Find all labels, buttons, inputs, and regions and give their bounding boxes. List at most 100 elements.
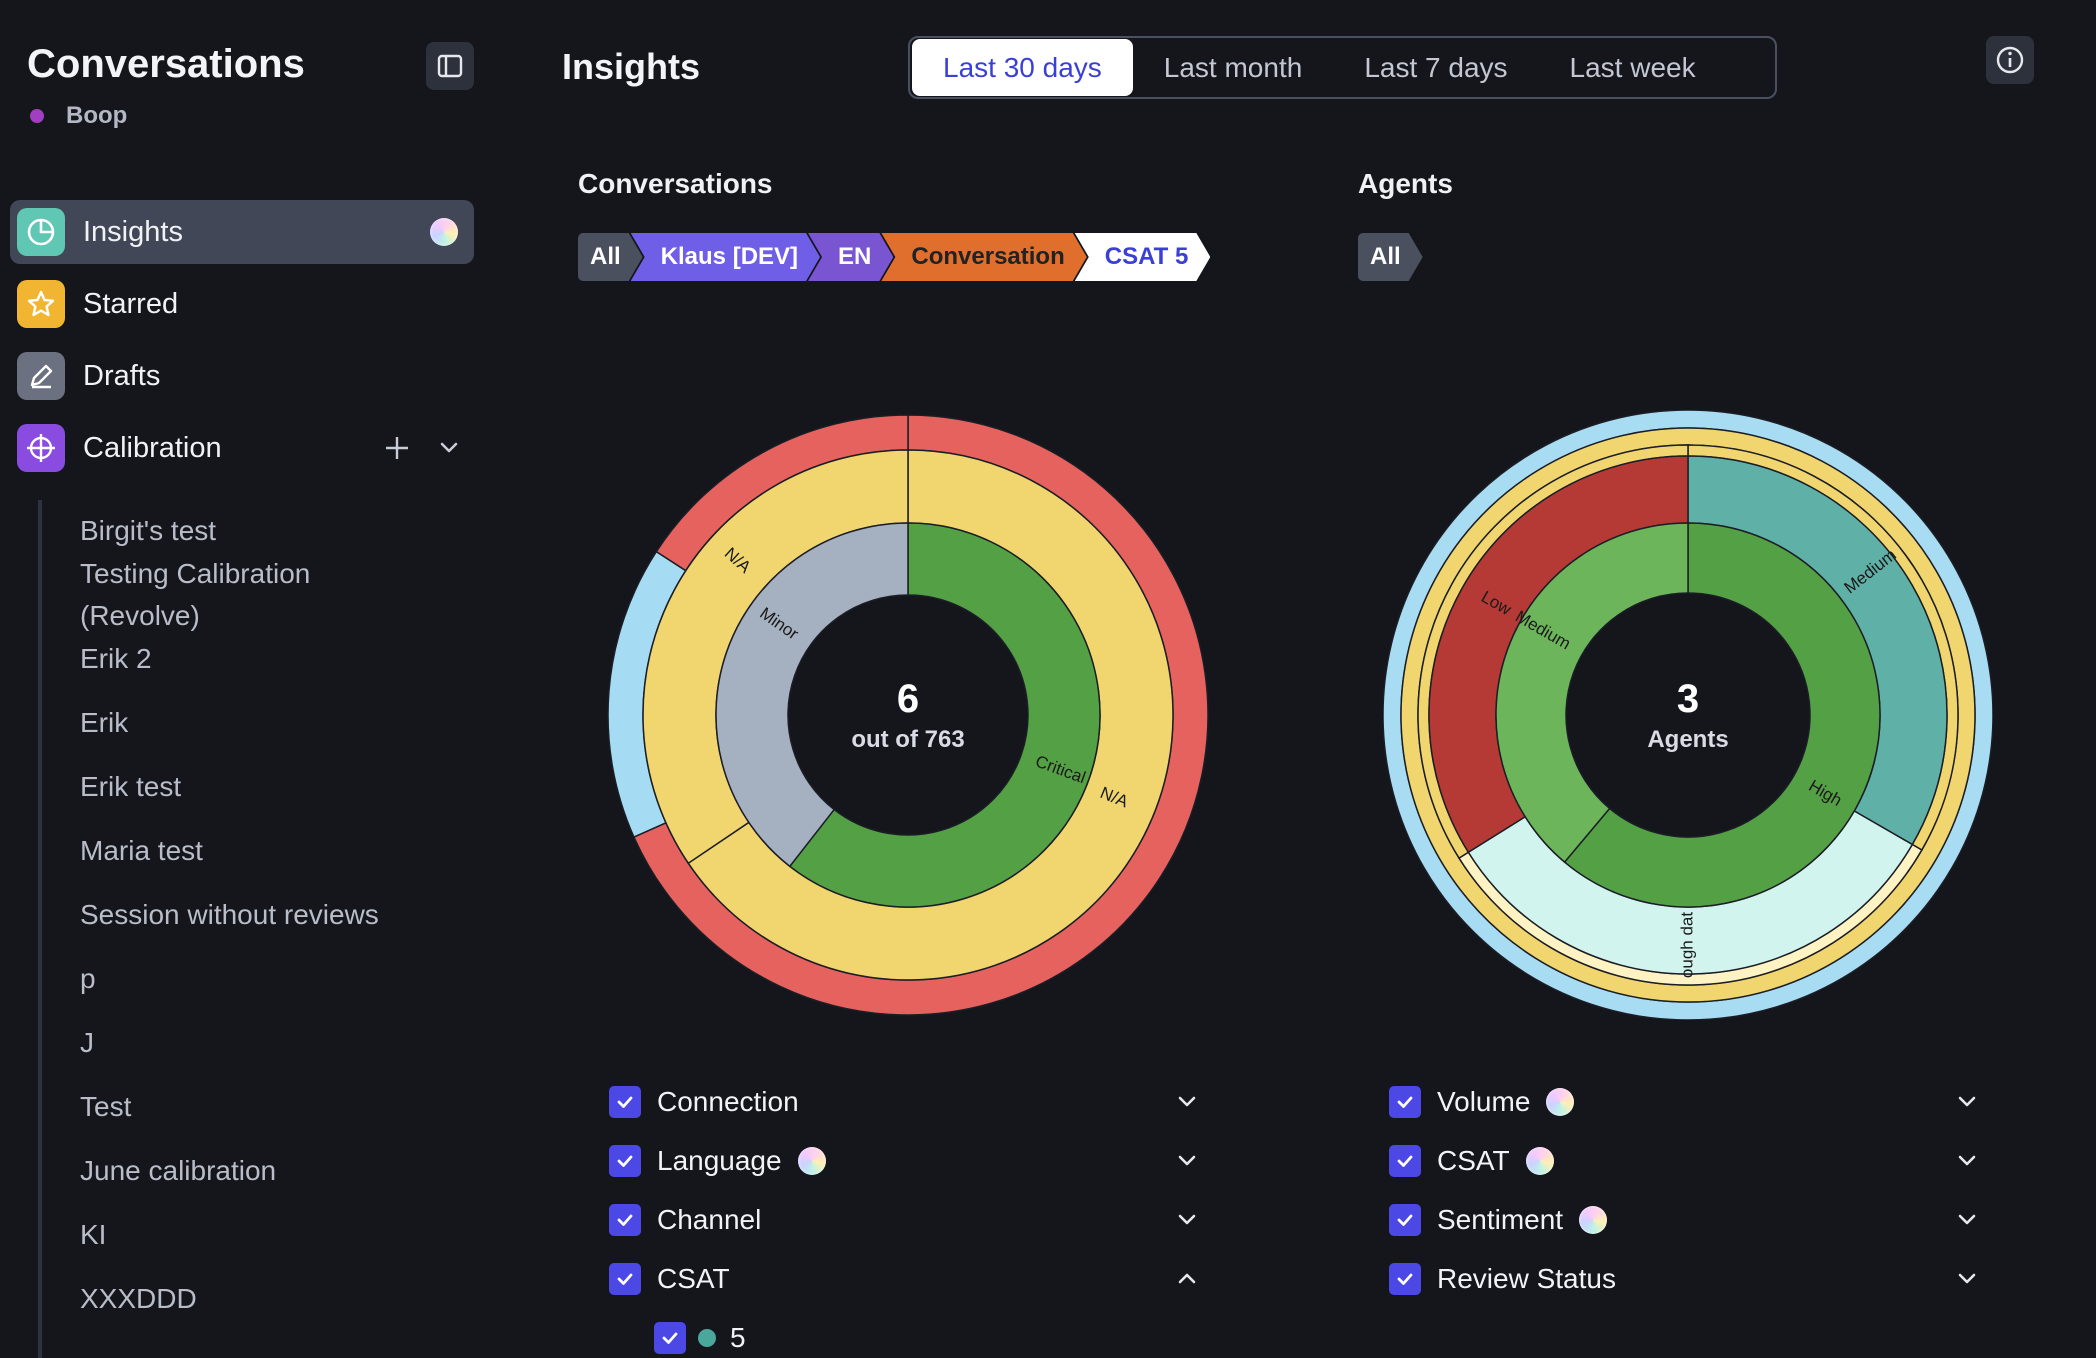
collapse-sidebar-button[interactable]: [426, 42, 474, 90]
filter-label: CSAT: [1437, 1145, 1510, 1176]
conversations-sunburst-chart: N/A Minor Critical N/A 6 out of 763: [603, 410, 1213, 1020]
filter-label: Volume: [1437, 1086, 1531, 1117]
calibration-session-item[interactable]: Erik test: [80, 771, 182, 802]
calibration-session-item[interactable]: Test: [80, 1091, 132, 1122]
calibration-session-item[interactable]: Session without reviews: [80, 899, 379, 930]
app-title: Conversations: [27, 42, 305, 86]
add-session-plus-icon[interactable]: [382, 433, 412, 463]
filter-review-status[interactable]: Review Status: [1389, 1259, 1616, 1299]
sidebar-item-label: Calibration: [83, 431, 222, 464]
checkbox-checked-icon[interactable]: [1389, 1263, 1421, 1295]
filter-csat[interactable]: CSAT: [1389, 1141, 1554, 1181]
filter-csat-option-5[interactable]: 5: [654, 1318, 746, 1358]
new-feature-dot-icon: [430, 218, 458, 246]
workspace-name: Boop: [66, 102, 128, 129]
chevron-down-icon[interactable]: [1952, 1205, 1982, 1235]
calibration-session-item[interactable]: Erik: [80, 707, 129, 738]
chevron-down-icon[interactable]: [1952, 1264, 1982, 1294]
filter-sentiment[interactable]: Sentiment: [1389, 1200, 1608, 1240]
calibration-session-item[interactable]: XXXDDD: [80, 1283, 197, 1314]
sidebar-item-label: Drafts: [83, 359, 161, 392]
conversations-ring-2-segment-0[interactable]: [788, 522, 1101, 908]
agents-sunburst-chart: Low Medium Medium High ough dat 3 Agents: [1383, 410, 1993, 1020]
sidebar-item-calibration[interactable]: Calibration: [10, 416, 474, 480]
calibration-session-item[interactable]: J: [80, 1027, 94, 1058]
sidebar-item-drafts[interactable]: Drafts: [10, 344, 474, 408]
crumb-all[interactable]: All: [1358, 233, 1423, 281]
calibration-session-item[interactable]: Birgit's test: [80, 515, 217, 546]
chevron-down-icon[interactable]: [1952, 1087, 1982, 1117]
checkbox-checked-icon[interactable]: [609, 1263, 641, 1295]
sidebar: Conversations Boop Insights Starred Draf…: [0, 0, 490, 1358]
pie-chart-icon: [17, 208, 65, 256]
checkbox-checked-icon[interactable]: [609, 1145, 641, 1177]
filter-csat[interactable]: CSAT: [609, 1259, 730, 1299]
page-title: Insights: [562, 46, 701, 87]
crumb-all[interactable]: All: [578, 233, 643, 281]
filter-label: Connection: [657, 1086, 799, 1117]
star-icon: [17, 280, 65, 328]
conversations-ring-2-segment-1[interactable]: [715, 522, 909, 868]
ai-feature-dot-icon: [1546, 1088, 1575, 1116]
agents-ring-4-segment-1[interactable]: [1495, 522, 1689, 864]
calibration-session-item[interactable]: Testing Calibration: [80, 558, 311, 589]
sidebar-item-label: Starred: [83, 287, 179, 320]
crumb-conversation[interactable]: Conversation: [881, 233, 1086, 281]
filter-label: Review Status: [1437, 1263, 1616, 1294]
crumb-en[interactable]: EN: [808, 233, 893, 281]
agents-section-title: Agents: [1358, 168, 1453, 199]
checkbox-checked-icon[interactable]: [609, 1204, 641, 1236]
range-last-30-days[interactable]: Last 30 days: [912, 39, 1133, 96]
checkbox-checked-icon[interactable]: [1389, 1086, 1421, 1118]
workspace-indicator[interactable]: Boop: [30, 102, 127, 130]
conversations-breadcrumb: All Klaus [DEV] EN Conversation CSAT 5: [578, 233, 1198, 281]
csat-color-dot-icon: [698, 1329, 716, 1347]
date-range-selector: Last 30 days Last month Last 7 days Last…: [908, 36, 1777, 99]
calibration-session-item[interactable]: Erik 2: [80, 643, 152, 674]
info-icon: [1996, 46, 2024, 74]
chevron-up-icon[interactable]: [1172, 1264, 1202, 1294]
filter-label: CSAT: [657, 1263, 730, 1294]
pencil-icon: [17, 352, 65, 400]
agents-breadcrumb: All: [1358, 233, 1411, 281]
checkbox-checked-icon[interactable]: [1389, 1145, 1421, 1177]
chevron-down-icon[interactable]: [1172, 1205, 1202, 1235]
sidebar-toggle-icon: [437, 54, 463, 78]
filter-label: Language: [657, 1145, 782, 1176]
range-last-7-days[interactable]: Last 7 days: [1364, 51, 1508, 83]
filter-volume[interactable]: Volume: [1389, 1082, 1575, 1122]
range-last-week[interactable]: Last week: [1569, 51, 1696, 83]
filter-language[interactable]: Language: [609, 1141, 826, 1181]
chevron-down-icon[interactable]: [434, 433, 464, 463]
checkbox-checked-icon[interactable]: [654, 1322, 686, 1354]
checkbox-checked-icon[interactable]: [1389, 1204, 1421, 1236]
chevron-down-icon[interactable]: [1952, 1146, 1982, 1176]
filter-connection[interactable]: Connection: [609, 1082, 799, 1122]
filter-label: Channel: [657, 1204, 762, 1235]
calibration-session-item[interactable]: p: [80, 963, 96, 994]
sidebar-item-starred[interactable]: Starred: [10, 272, 474, 336]
filter-label: Sentiment: [1437, 1204, 1564, 1235]
chevron-down-icon[interactable]: [1172, 1087, 1202, 1117]
info-button[interactable]: [1986, 36, 2034, 84]
calibration-session-item[interactable]: Maria test: [80, 835, 203, 866]
range-last-month[interactable]: Last month: [1163, 51, 1303, 83]
calibration-session-item[interactable]: KI: [80, 1219, 107, 1250]
crumb-csat-5[interactable]: CSAT 5: [1075, 233, 1211, 281]
agents-segment-label: ough dat: [1677, 912, 1696, 978]
ai-feature-dot-icon: [1525, 1147, 1554, 1175]
crumb-klaus-dev[interactable]: Klaus [DEV]: [631, 233, 820, 281]
agents-ring-4-segment-0[interactable]: [1563, 522, 1881, 908]
ai-feature-dot-icon: [797, 1147, 826, 1175]
calibration-session-item[interactable]: (Revolve): [80, 600, 200, 631]
tree-connector: [38, 500, 42, 1358]
ai-feature-dot-icon: [1579, 1206, 1608, 1234]
sidebar-item-insights[interactable]: Insights: [10, 200, 474, 264]
calibration-session-item[interactable]: June calibration: [80, 1155, 277, 1186]
filter-channel[interactable]: Channel: [609, 1200, 761, 1240]
workspace-dot-icon: [30, 109, 44, 123]
checkbox-checked-icon[interactable]: [609, 1086, 641, 1118]
sidebar-item-label: Insights: [83, 215, 183, 248]
chevron-down-icon[interactable]: [1172, 1146, 1202, 1176]
